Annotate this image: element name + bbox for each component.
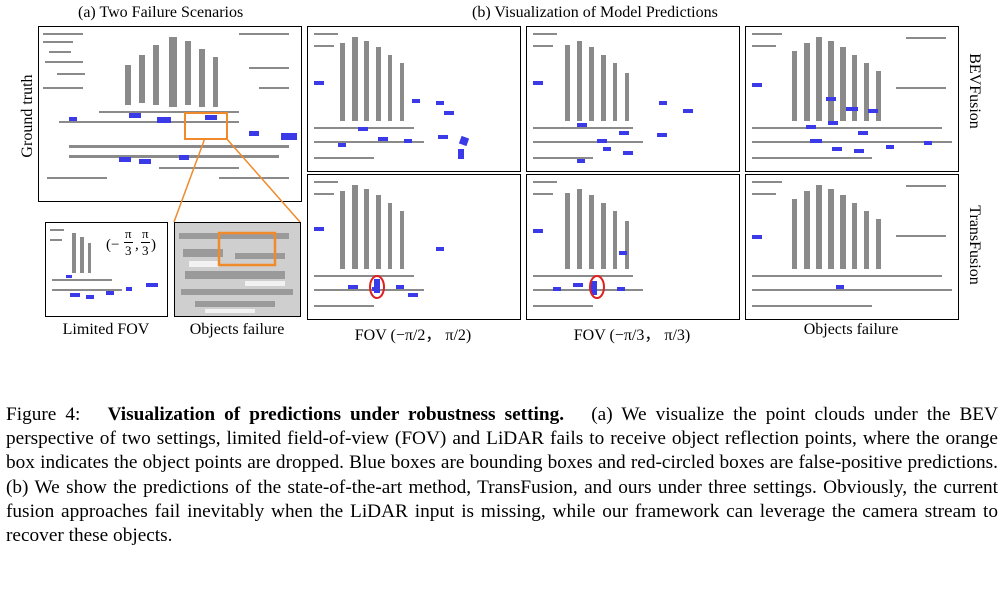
pointcloud-transfusion-pi3 <box>533 181 643 307</box>
pointcloud-transfusion-objects <box>752 181 952 307</box>
panel-bevfusion-fov-pi2 <box>307 26 521 172</box>
row-label-transfusion: TransFusion <box>966 205 983 285</box>
pointcloud-ground-truth <box>43 33 297 179</box>
panel-transfusion-objects-failure <box>745 174 959 320</box>
label-fov-pi2: FOV (−π/2， π/2) <box>354 327 472 344</box>
panel-bevfusion-fov-pi3 <box>526 26 740 172</box>
fov-paren-open: (− <box>106 237 120 253</box>
figure-caption: Figure 4: Visualization of predictions u… <box>6 403 998 548</box>
pointcloud-bevfusion-pi3 <box>533 33 693 163</box>
label-objects-failure-b: Objects failure <box>803 321 899 338</box>
fov-frac-bar-2 <box>141 242 150 243</box>
panel-objects-failure-zoom <box>174 222 301 317</box>
fov-num-2: π <box>142 226 149 241</box>
pointcloud-transfusion-pi2 <box>314 181 444 307</box>
header-b: (b) Visualization of Model Predictions <box>472 4 718 21</box>
pointcloud-bevfusion-objects <box>752 33 952 159</box>
fov-den-1: 3 <box>125 243 132 258</box>
label-fov-pi3: FOV (−π/3， π/3) <box>573 327 691 344</box>
header-a: (a) Two Failure Scenarios <box>78 4 244 21</box>
fov-den-2: 3 <box>142 243 149 258</box>
fov-comma: , <box>135 237 139 253</box>
row-label-bevfusion: BEVFusion <box>966 53 983 129</box>
pointcloud-bevfusion-pi2 <box>314 33 470 159</box>
fov-num-1: π <box>125 226 132 241</box>
label-objects-failure-a: Objects failure <box>189 321 285 338</box>
fov-paren-close: ) <box>151 237 156 253</box>
caption-figure-label: Figure 4: <box>6 404 81 425</box>
panel-bevfusion-objects-failure <box>745 26 959 172</box>
panel-transfusion-fov-pi3 <box>526 174 740 320</box>
label-limited-fov: Limited FOV <box>62 321 150 338</box>
row-label-ground-truth: Ground truth <box>19 74 36 158</box>
pointcloud-zoom <box>175 223 300 316</box>
caption-title: Visualization of predictions under robus… <box>107 404 565 425</box>
pointcloud-limited-fov <box>50 229 158 299</box>
caption-body: (a) We visualize the point clouds under … <box>6 404 999 547</box>
panel-transfusion-fov-pi2 <box>307 174 521 320</box>
fov-frac-bar-1 <box>124 242 133 243</box>
panel-limited-fov: (− π 3 , π 3 ) <box>45 222 168 317</box>
panel-ground-truth <box>38 26 302 202</box>
